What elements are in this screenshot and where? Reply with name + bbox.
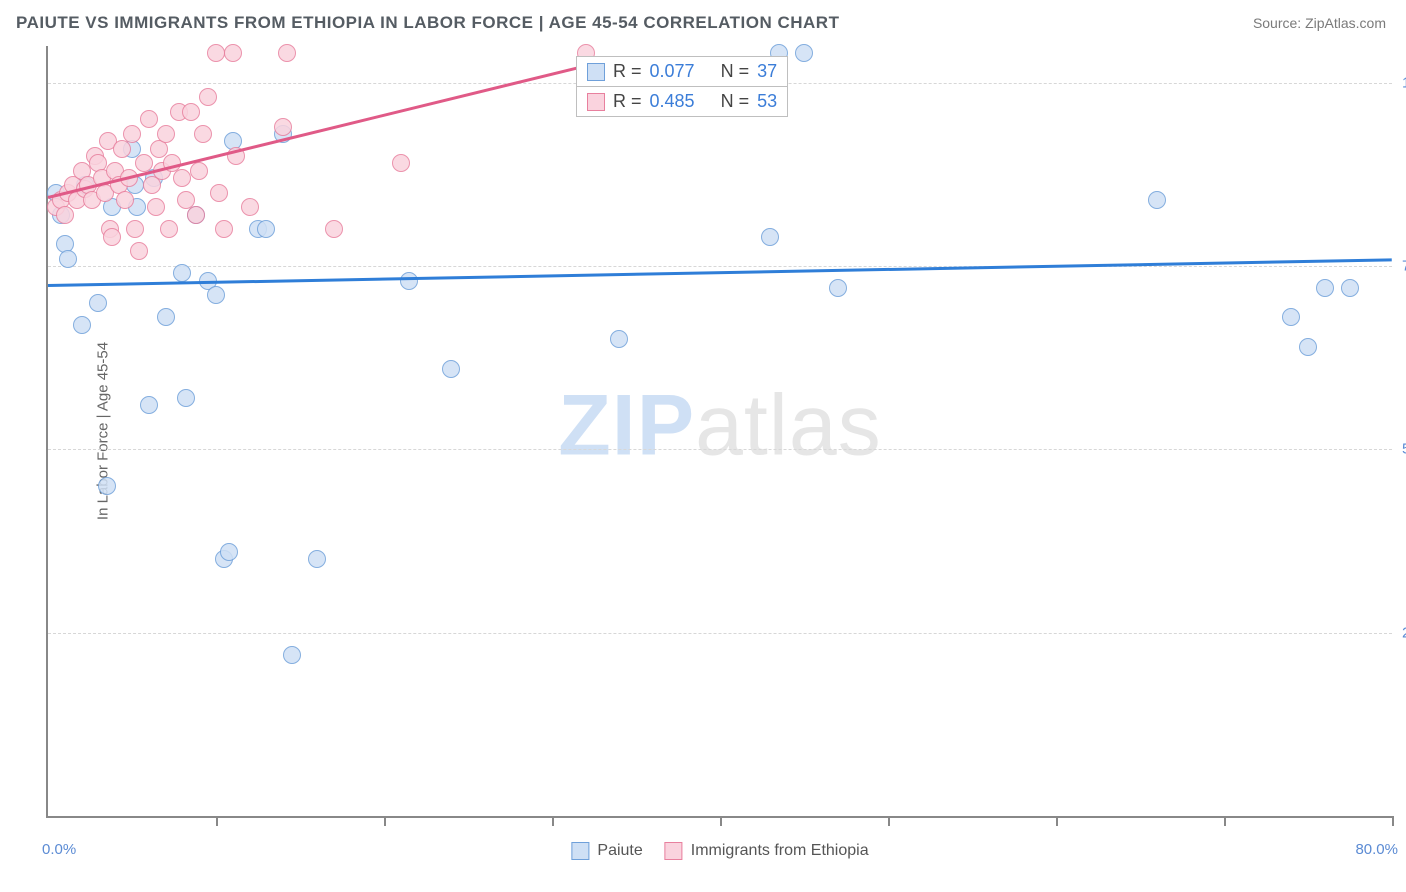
scatter-point-ethiopia: [157, 125, 175, 143]
scatter-point-ethiopia: [392, 154, 410, 172]
chart-source: Source: ZipAtlas.com: [1253, 15, 1386, 31]
stat-r-label: R =: [613, 61, 642, 82]
scatter-point-ethiopia: [207, 44, 225, 62]
stats-row-ethiopia: R = 0.485 N = 53: [577, 87, 787, 116]
scatter-point-paiute: [795, 44, 813, 62]
stat-r-value: 0.077: [650, 61, 695, 82]
scatter-point-ethiopia: [130, 242, 148, 260]
y-tick-label: 50.0%: [1392, 441, 1406, 458]
scatter-point-paiute: [1282, 308, 1300, 326]
chart-title: PAIUTE VS IMMIGRANTS FROM ETHIOPIA IN LA…: [16, 13, 839, 33]
scatter-point-paiute: [442, 360, 460, 378]
legend-label: Immigrants from Ethiopia: [691, 842, 869, 860]
scatter-point-paiute: [308, 550, 326, 568]
x-tick: [1392, 816, 1394, 826]
legend: Paiute Immigrants from Ethiopia: [571, 842, 868, 860]
scatter-point-paiute: [89, 294, 107, 312]
scatter-point-paiute: [59, 250, 77, 268]
x-axis-max-label: 80.0%: [1355, 841, 1398, 858]
scatter-point-paiute: [220, 543, 238, 561]
gridline-h: [48, 449, 1392, 450]
scatter-point-ethiopia: [123, 125, 141, 143]
stats-swatch-ethiopia: [587, 93, 605, 111]
scatter-point-paiute: [1316, 279, 1334, 297]
scatter-point-paiute: [610, 330, 628, 348]
scatter-point-ethiopia: [56, 206, 74, 224]
x-tick: [1056, 816, 1058, 826]
scatter-point-ethiopia: [215, 220, 233, 238]
scatter-point-paiute: [173, 264, 191, 282]
scatter-point-ethiopia: [147, 198, 165, 216]
scatter-point-paiute: [73, 316, 91, 334]
stat-n-value: 37: [757, 61, 777, 82]
scatter-point-paiute: [1299, 338, 1317, 356]
scatter-point-paiute: [207, 286, 225, 304]
scatter-point-paiute: [157, 308, 175, 326]
x-tick: [888, 816, 890, 826]
scatter-point-paiute: [177, 389, 195, 407]
scatter-point-ethiopia: [224, 44, 242, 62]
legend-label: Paiute: [597, 842, 642, 860]
stat-r-value: 0.485: [650, 91, 695, 112]
scatter-point-paiute: [140, 396, 158, 414]
scatter-point-paiute: [1341, 279, 1359, 297]
scatter-point-ethiopia: [210, 184, 228, 202]
legend-swatch-ethiopia: [665, 842, 683, 860]
scatter-point-ethiopia: [241, 198, 259, 216]
y-tick-label: 100.0%: [1392, 74, 1406, 91]
scatter-point-ethiopia: [194, 125, 212, 143]
legend-item-ethiopia: Immigrants from Ethiopia: [665, 842, 869, 860]
scatter-point-ethiopia: [190, 162, 208, 180]
scatter-point-ethiopia: [274, 118, 292, 136]
legend-swatch-paiute: [571, 842, 589, 860]
chart-header: PAIUTE VS IMMIGRANTS FROM ETHIOPIA IN LA…: [0, 0, 1406, 46]
stat-r-label: R =: [613, 91, 642, 112]
scatter-point-ethiopia: [173, 169, 191, 187]
scatter-point-ethiopia: [187, 206, 205, 224]
scatter-point-ethiopia: [116, 191, 134, 209]
scatter-point-paiute: [761, 228, 779, 246]
gridline-h: [48, 266, 1392, 267]
stats-row-paiute: R = 0.077 N = 37: [577, 57, 787, 87]
x-tick: [552, 816, 554, 826]
scatter-point-ethiopia: [199, 88, 217, 106]
scatter-point-ethiopia: [325, 220, 343, 238]
y-tick-label: 75.0%: [1392, 258, 1406, 275]
stat-n-label: N =: [721, 91, 750, 112]
stats-swatch-paiute: [587, 63, 605, 81]
x-tick: [720, 816, 722, 826]
y-tick-label: 25.0%: [1392, 624, 1406, 641]
x-tick: [1224, 816, 1226, 826]
scatter-point-paiute: [1148, 191, 1166, 209]
scatter-point-ethiopia: [135, 154, 153, 172]
trend-line-paiute: [48, 259, 1392, 288]
scatter-point-paiute: [98, 477, 116, 495]
scatter-point-ethiopia: [160, 220, 178, 238]
scatter-point-ethiopia: [126, 220, 144, 238]
x-axis-min-label: 0.0%: [42, 841, 76, 858]
scatter-point-ethiopia: [182, 103, 200, 121]
chart-area: In Labor Force | Age 45-54 ZIPatlas R = …: [46, 46, 1392, 818]
plot-region: [48, 46, 1392, 816]
scatter-point-paiute: [257, 220, 275, 238]
scatter-point-ethiopia: [278, 44, 296, 62]
legend-item-paiute: Paiute: [571, 842, 642, 860]
correlation-stats-box: R = 0.077 N = 37 R = 0.485 N = 53: [576, 56, 788, 117]
x-tick: [384, 816, 386, 826]
scatter-point-ethiopia: [140, 110, 158, 128]
scatter-point-paiute: [829, 279, 847, 297]
scatter-point-paiute: [283, 646, 301, 664]
stat-n-value: 53: [757, 91, 777, 112]
x-tick: [216, 816, 218, 826]
stat-n-label: N =: [721, 61, 750, 82]
scatter-point-ethiopia: [103, 228, 121, 246]
scatter-point-paiute: [400, 272, 418, 290]
gridline-h: [48, 633, 1392, 634]
